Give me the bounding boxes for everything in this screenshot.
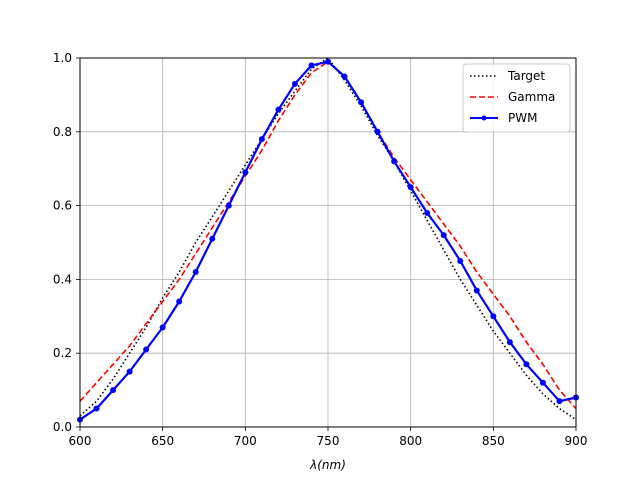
data-point-pwm <box>506 339 513 346</box>
data-point-pwm <box>126 368 133 375</box>
x-tick-label: 700 <box>234 434 257 448</box>
data-point-pwm <box>391 158 398 165</box>
data-point-pwm <box>291 80 298 87</box>
series-line-target <box>79 57 577 421</box>
data-point-pwm <box>258 136 265 143</box>
x-tick-label: 650 <box>151 434 174 448</box>
data-point-pwm <box>473 287 480 294</box>
legend-label-pwm: PWM <box>508 111 537 125</box>
data-point-pwm <box>424 209 431 216</box>
data-point-pwm <box>358 99 365 106</box>
x-tick-label: 800 <box>399 434 422 448</box>
data-point-pwm <box>176 298 183 305</box>
data-point-pwm <box>275 106 282 113</box>
data-point-pwm <box>308 62 315 69</box>
series-line-gamma <box>79 60 577 410</box>
data-point-pwm <box>225 202 232 209</box>
x-tick-label: 600 <box>69 434 92 448</box>
legend-label-gamma: Gamma <box>508 90 555 104</box>
data-point-pwm <box>407 184 414 191</box>
data-point-pwm <box>341 73 348 80</box>
data-point-pwm <box>159 324 166 331</box>
data-point-pwm <box>93 405 100 412</box>
data-point-pwm <box>209 235 216 242</box>
data-point-pwm <box>374 128 381 135</box>
y-tick-label: 0.4 <box>53 272 72 286</box>
x-axis: 600 650 700 750 800 850 900 <box>69 427 588 448</box>
data-point-pwm <box>440 232 447 239</box>
series-layer <box>77 57 579 423</box>
legend-marker-pwm <box>481 115 487 121</box>
data-point-pwm <box>192 269 199 276</box>
data-point-pwm <box>457 257 464 264</box>
legend: Target Gamma PWM <box>462 63 571 133</box>
x-axis-label: λ(nm) <box>309 458 346 472</box>
y-tick-label: 0.0 <box>53 420 72 434</box>
y-tick-label: 1.0 <box>53 51 72 65</box>
x-tick-label: 750 <box>317 434 340 448</box>
data-point-pwm <box>523 361 530 368</box>
legend-label-target: Target <box>507 69 545 83</box>
data-point-pwm <box>110 387 117 394</box>
data-point-pwm <box>325 58 331 65</box>
data-point-pwm <box>143 346 150 353</box>
y-tick-label: 0.6 <box>53 199 72 213</box>
data-point-pwm <box>539 379 546 386</box>
x-tick-label: 900 <box>565 434 588 448</box>
y-tick-label: 0.2 <box>53 346 72 360</box>
legend-box <box>462 63 571 133</box>
data-point-pwm <box>242 169 249 176</box>
x-tick-label: 850 <box>482 434 505 448</box>
y-tick-label: 0.8 <box>53 125 72 139</box>
data-point-pwm <box>556 398 563 405</box>
y-axis: 0.0 0.2 0.4 0.6 0.8 1.0 <box>53 51 80 434</box>
data-point-pwm <box>490 313 497 320</box>
